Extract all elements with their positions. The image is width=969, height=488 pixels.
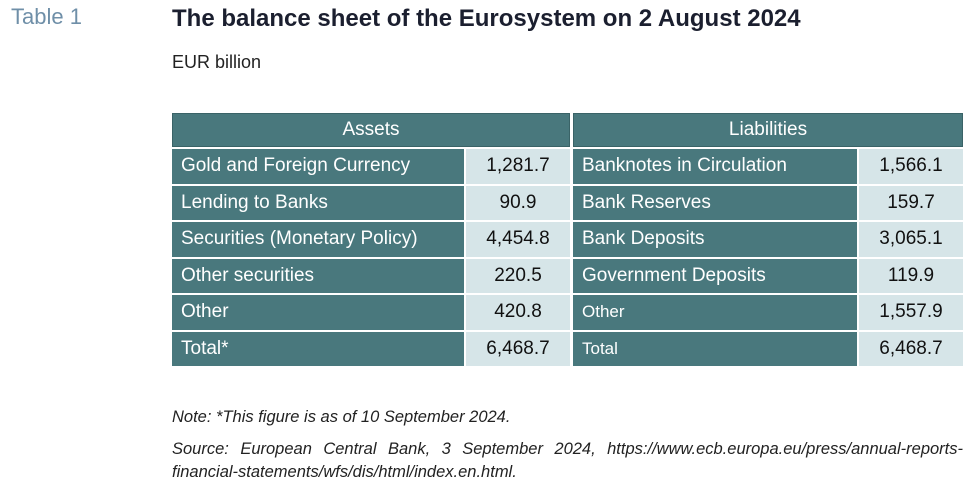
liabilities-header: Liabilities	[573, 113, 963, 147]
asset-label-other: Other	[172, 295, 464, 330]
asset-value-lending-to-banks: 90.9	[466, 185, 570, 220]
asset-value-gold-foreign-currency: 1,281.7	[466, 149, 570, 184]
liability-label-other: Other	[573, 295, 857, 330]
liability-value-total: 6,468.7	[859, 331, 963, 366]
page-title: The balance sheet of the Eurosystem on 2…	[172, 5, 801, 32]
liability-value-banknotes: 1,566.1	[859, 149, 963, 184]
liability-value-bank-reserves: 159.7	[859, 185, 963, 220]
liability-value-government-deposits: 119.9	[859, 258, 963, 293]
asset-value-other-securities: 220.5	[466, 258, 570, 293]
balance-sheet-table: Assets Gold and Foreign Currency 1,281.7…	[172, 113, 963, 366]
asset-value-other: 420.8	[466, 295, 570, 330]
assets-header: Assets	[172, 113, 570, 147]
table-note: Note: *This figure is as of 10 September…	[172, 408, 511, 426]
asset-label-other-securities: Other securities	[172, 258, 464, 293]
asset-label-securities-monetary-policy: Securities (Monetary Policy)	[172, 222, 464, 257]
liability-label-banknotes: Banknotes in Circulation	[573, 149, 857, 184]
liability-label-government-deposits: Government Deposits	[573, 258, 857, 293]
asset-value-total: 6,468.7	[466, 331, 570, 366]
liability-label-bank-reserves: Bank Reserves	[573, 185, 857, 220]
liability-value-other: 1,557.9	[859, 295, 963, 330]
asset-label-gold-foreign-currency: Gold and Foreign Currency	[172, 149, 464, 184]
asset-label-total: Total*	[172, 331, 464, 366]
liability-label-bank-deposits: Bank Deposits	[573, 222, 857, 257]
liability-label-total: Total	[573, 331, 857, 366]
liability-value-bank-deposits: 3,065.1	[859, 222, 963, 257]
asset-value-securities-monetary-policy: 4,454.8	[466, 222, 570, 257]
unit-label: EUR billion	[172, 52, 262, 72]
asset-label-lending-to-banks: Lending to Banks	[172, 185, 464, 220]
table-source: Source: European Central Bank, 3 Septemb…	[172, 440, 963, 481]
table-label: Table 1	[11, 4, 82, 29]
assets-section: Assets Gold and Foreign Currency 1,281.7…	[172, 113, 570, 366]
liabilities-section: Liabilities Banknotes in Circulation 1,5…	[573, 113, 963, 366]
